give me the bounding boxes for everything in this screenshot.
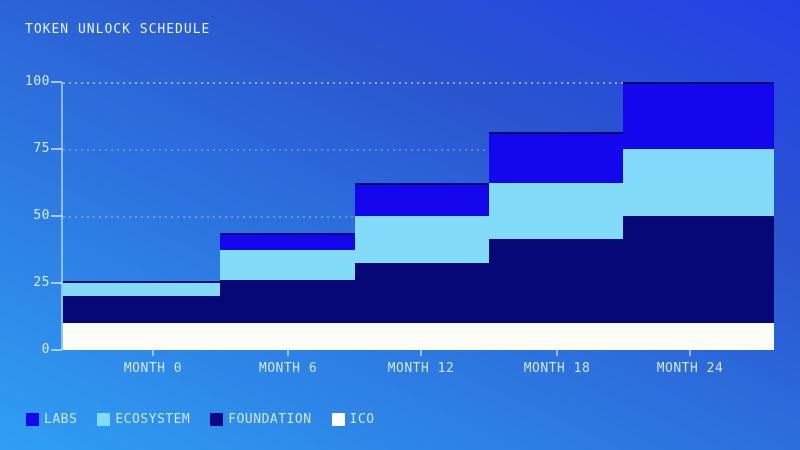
x-tick-label-month-12: MONTH 12 [387, 361, 455, 376]
area-band-ecosystem-month-24 [623, 149, 774, 216]
plot-area [63, 82, 774, 350]
legend-label-ico: ICO [349, 412, 375, 427]
area-band-ico-month-12 [354, 323, 489, 350]
area-band-ico-month-18 [488, 323, 624, 350]
y-tick-label-25: 25 [33, 275, 50, 290]
y-tick-100 [51, 81, 62, 83]
x-tick-label-month-0: MONTH 0 [123, 361, 183, 376]
area-band-ecosystem-month-0 [63, 283, 221, 297]
legend-item-foundation: FOUNDATION [210, 412, 311, 427]
legend-swatch-ecosystem [97, 413, 111, 426]
y-axis-line [61, 82, 63, 350]
x-tick-month-12 [419, 350, 422, 356]
legend-swatch-labs [26, 413, 39, 426]
area-band-labs-month-12 [354, 182, 489, 216]
y-tick-label-0: 0 [41, 342, 50, 357]
x-tick-month-24 [689, 350, 692, 356]
legend-label-labs: LABS [44, 412, 78, 427]
gridline-y-100 [63, 82, 774, 84]
x-tick-label-month-18: MONTH 18 [523, 361, 591, 376]
area-column-month-18 [488, 82, 624, 350]
y-tick-25 [51, 282, 62, 284]
area-band-foundation-month-24 [623, 216, 774, 324]
legend-item-ecosystem: ECOSYSTEM [97, 412, 190, 427]
legend-swatch-ico [331, 413, 345, 426]
gridline-y-75 [63, 149, 774, 151]
y-tick-label-100: 100 [25, 74, 50, 89]
x-tick-month-18 [556, 350, 558, 356]
area-band-labs-month-0 [63, 281, 221, 283]
legend: LABS ECOSYSTEM FOUNDATION ICO [26, 412, 375, 427]
area-band-foundation-month-6 [220, 279, 355, 324]
x-tick-label-month-6: MONTH 6 [258, 361, 318, 376]
legend-label-foundation: FOUNDATION [228, 412, 312, 427]
area-band-foundation-month-18 [488, 239, 624, 324]
area-band-ecosystem-month-6 [220, 249, 355, 280]
legend-swatch-foundation [210, 413, 224, 426]
area-band-labs-month-24 [623, 82, 774, 149]
area-band-ecosystem-month-12 [354, 216, 489, 263]
area-band-labs-month-18 [488, 132, 624, 183]
y-tick-0 [51, 349, 62, 351]
chart-title: TOKEN UNLOCK SCHEDULE [25, 22, 211, 37]
x-tick-month-0 [152, 350, 154, 356]
area-band-foundation-month-12 [354, 262, 489, 324]
x-tick-label-month-24: MONTH 24 [656, 361, 724, 376]
area-band-ecosystem-month-18 [488, 182, 624, 240]
area-column-month-0 [63, 82, 221, 350]
area-band-ico-month-6 [220, 323, 355, 350]
area-band-ico-month-24 [623, 323, 774, 350]
y-tick-50 [51, 215, 62, 217]
area-column-month-6 [220, 82, 355, 350]
legend-item-labs: LABS [26, 412, 77, 427]
x-tick-month-6 [287, 350, 290, 356]
area-band-ico-month-0 [63, 323, 221, 350]
y-tick-label-75: 75 [33, 141, 50, 156]
legend-item-ico: ICO [331, 412, 375, 427]
area-band-foundation-month-0 [63, 296, 221, 324]
y-tick-label-50: 50 [33, 208, 50, 223]
y-tick-75 [51, 148, 62, 150]
area-column-month-12 [354, 82, 489, 350]
area-column-month-24 [623, 82, 774, 350]
legend-label-ecosystem: ECOSYSTEM [115, 412, 191, 427]
area-band-labs-month-6 [220, 232, 355, 250]
